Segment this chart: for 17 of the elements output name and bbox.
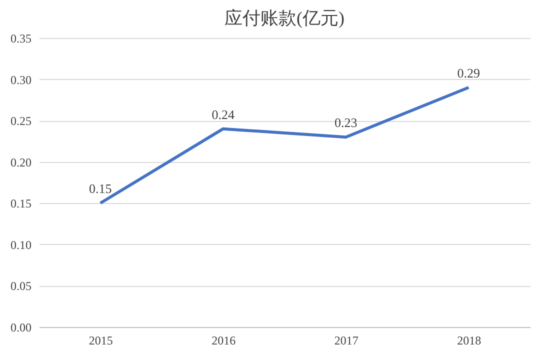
chart-title: 应付账款(亿元) [224, 8, 344, 28]
y-tick-label: 0.25 [10, 114, 32, 128]
data-label: 0.15 [89, 181, 112, 196]
y-tick-label: 0.35 [10, 32, 32, 46]
data-label: 0.23 [334, 115, 358, 130]
y-tick-label: 0.10 [10, 238, 32, 252]
x-tick-label: 2018 [457, 334, 482, 348]
y-tick-label: 0.05 [10, 279, 32, 294]
y-tick-label: 0.20 [10, 155, 32, 170]
data-label: 0.29 [457, 66, 480, 81]
y-tick-label: 0.30 [10, 72, 32, 87]
x-tick-label: 2016 [212, 334, 236, 348]
y-tick-label: 0.00 [10, 320, 32, 334]
data-label: 0.24 [212, 106, 235, 122]
y-tick-label: 0.15 [10, 196, 32, 211]
x-tick-label: 2017 [334, 334, 358, 348]
x-tick-label: 2015 [88, 334, 113, 348]
